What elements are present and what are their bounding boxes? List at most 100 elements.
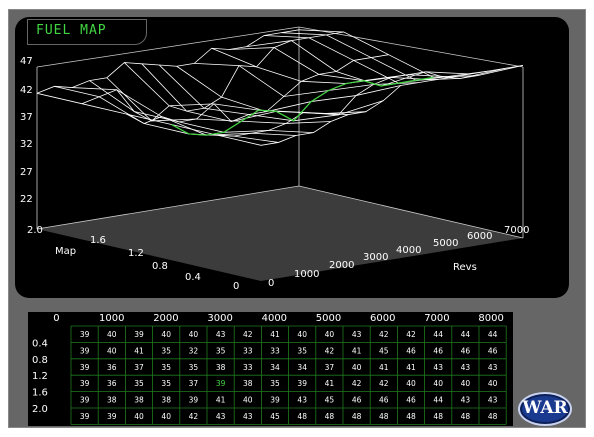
table-cell: 48 [325, 412, 335, 421]
revs-axis-label: Revs [453, 262, 477, 273]
table-cell: 44 [433, 330, 443, 339]
table-cell: 41 [352, 346, 362, 355]
table-cell: 46 [461, 346, 471, 355]
surface-col-line [106, 77, 331, 124]
table-cell: 42 [379, 330, 389, 339]
table-cell: 40 [107, 330, 117, 339]
table-cell: 48 [379, 412, 389, 421]
table-cell: 43 [488, 363, 498, 372]
chart-top-edge [36, 26, 300, 68]
map-header: 2.0 [32, 404, 48, 415]
table-cell: 39 [80, 363, 90, 372]
table-cell: 40 [161, 330, 171, 339]
revs-axis-tick-label: 3000 [363, 252, 388, 263]
table-cell: 46 [406, 396, 416, 405]
table-cell: 40 [461, 379, 471, 388]
rpm-header: 7000 [424, 313, 449, 324]
table-cell: 45 [325, 396, 335, 405]
surface-row-line [81, 31, 344, 122]
rpm-header: 5000 [316, 313, 341, 324]
table-cell: 38 [134, 396, 144, 405]
table-cell: 40 [243, 396, 253, 405]
map-axis-tick-label: 0.4 [185, 272, 201, 283]
surface-col-line [36, 92, 262, 146]
table-cell: 33 [243, 363, 253, 372]
table-cell: 48 [488, 412, 498, 421]
table-cell: 39 [107, 412, 117, 421]
table-cell: 38 [161, 396, 171, 405]
rpm-header: 1000 [99, 313, 124, 324]
revs-axis-tick-label: 7000 [504, 225, 529, 236]
chart-top-edge [298, 26, 524, 68]
table-cell: 40 [107, 346, 117, 355]
table-cell: 43 [216, 330, 226, 339]
table-cell: 45 [270, 412, 280, 421]
rpm-header: 8000 [478, 313, 503, 324]
surface-col-line [176, 65, 401, 113]
rpm-header: 3000 [207, 313, 232, 324]
surface-col-line [229, 47, 454, 82]
table-cell: 48 [352, 412, 362, 421]
page-title: FUEL MAP [36, 23, 107, 38]
table-cell: 39 [80, 396, 90, 405]
table-cell: 35 [161, 379, 171, 388]
table-cell: 36 [107, 379, 117, 388]
table-cell: 38 [107, 396, 117, 405]
rpm-header: 2000 [153, 313, 178, 324]
table-cell: 43 [461, 363, 471, 372]
table-cell: 37 [325, 363, 335, 372]
surface-col-line [89, 80, 314, 133]
table-cell: 40 [161, 412, 171, 421]
rpm-header: 4000 [262, 313, 287, 324]
map-axis-tick-label: 0.8 [152, 261, 168, 272]
fuel-map-table-grid[interactable]: 0 1000 2000 3000 4000 5000 6000 7000 8000 0.4 0.8 1… [28, 312, 513, 426]
z-axis-tick-label: 37 [20, 112, 33, 123]
table-cell: 42 [352, 379, 362, 388]
surface-col-line [141, 63, 366, 122]
map-axis-label: Map [55, 246, 76, 257]
rpm-header: 6000 [370, 313, 395, 324]
table-cell: 39 [80, 379, 90, 388]
revs-axis-tick-label: 1000 [294, 269, 319, 280]
table-cell: 35 [216, 346, 226, 355]
table-cell: 48 [406, 412, 416, 421]
table-cell: 40 [297, 330, 307, 339]
table-cell: 46 [433, 346, 443, 355]
revs-axis-tick-label: 4000 [396, 245, 421, 256]
table-cell: 48 [461, 412, 471, 421]
revs-axis-tick-label: 0 [268, 278, 274, 289]
table-cell: 46 [352, 396, 362, 405]
map-axis-tick-label: 2.0 [27, 225, 43, 236]
fuel-map-3d-view[interactable]: 47 42 37 32 27 22 2.0 1.6 1.2 0.8 0.4 0 Map 0 1000 2000… [15, 17, 569, 298]
table-cell: 43 [352, 330, 362, 339]
table-cell: 40 [488, 379, 498, 388]
table-cell: 39 [80, 412, 90, 421]
fuel-map-surface-chart[interactable]: 47 42 37 32 27 22 2.0 1.6 1.2 0.8 0.4 0 Map 0 1000 2000… [15, 17, 569, 298]
surface-row-line [126, 54, 389, 124]
chart-back-edge [36, 185, 300, 230]
revs-axis-tick-label: 5000 [433, 238, 458, 249]
table-cell: 48 [297, 412, 307, 421]
fuel-map-table[interactable]: 0 1000 2000 3000 4000 5000 6000 7000 8000 0.4 0.8 1… [28, 312, 513, 426]
z-axis-tick-label: 27 [20, 167, 33, 178]
map-header: 1.2 [32, 371, 48, 382]
surface-highlight-line [171, 76, 434, 136]
surface-col-line [298, 29, 524, 78]
table-cell: 37 [189, 379, 199, 388]
table-cell: 39 [216, 379, 226, 388]
map-header: 0.4 [32, 338, 48, 349]
surface-col-line [54, 85, 279, 143]
table-cell: 46 [379, 396, 389, 405]
table-cell: 39 [270, 396, 280, 405]
table-cell: 42 [406, 330, 416, 339]
title-tab: FUEL MAP [27, 19, 147, 45]
table-cell: 40 [189, 330, 199, 339]
table-cell: 39 [134, 330, 144, 339]
z-axis-tick-label: 32 [20, 139, 33, 150]
surface-col-line [211, 47, 436, 84]
map-axis-tick-label: 1.2 [128, 248, 144, 259]
chart-floor-plane [37, 186, 523, 281]
z-axis-tick-label: 42 [20, 85, 33, 96]
table-cell: 45 [379, 346, 389, 355]
surface-row-line [216, 71, 479, 137]
